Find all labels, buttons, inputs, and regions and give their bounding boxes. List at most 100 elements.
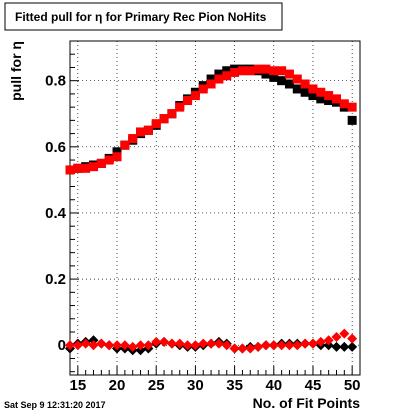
- square-marker: [316, 94, 326, 104]
- diamond-marker: [339, 341, 350, 352]
- x-tick-label: 45: [305, 377, 322, 394]
- diamond-marker: [268, 340, 279, 351]
- square-marker: [143, 125, 153, 135]
- square-marker: [128, 134, 138, 144]
- square-marker: [222, 66, 232, 76]
- chart-title: Fitted pull for η for Primary Rec Pion N…: [15, 10, 267, 24]
- square-marker: [206, 79, 216, 89]
- square-marker: [292, 84, 302, 94]
- square-marker: [284, 69, 294, 79]
- diamond-marker: [88, 340, 99, 351]
- square-marker: [245, 66, 255, 76]
- diamond-marker: [198, 338, 209, 349]
- diamond-marker: [166, 338, 177, 349]
- square-marker: [261, 64, 271, 74]
- diamond-marker: [245, 343, 256, 354]
- square-marker: [151, 119, 161, 129]
- y-tick-label: 0.2: [45, 271, 66, 288]
- y-tick-label: 0: [58, 337, 66, 354]
- diamond-marker: [135, 340, 146, 351]
- square-marker: [230, 67, 240, 77]
- diamond-marker: [347, 333, 358, 344]
- x-axis-title: No. of Fit Points: [253, 395, 361, 411]
- square-marker: [198, 84, 208, 94]
- x-tick-label: 30: [187, 377, 204, 394]
- diamond-marker: [331, 341, 342, 352]
- x-tick-label: 50: [344, 377, 361, 394]
- square-marker: [331, 94, 341, 104]
- diamond-marker: [119, 340, 130, 351]
- x-tick-label: 15: [69, 377, 86, 394]
- square-marker: [253, 64, 263, 74]
- series-1: [65, 64, 357, 175]
- square-marker: [261, 69, 271, 79]
- square-marker: [112, 152, 122, 162]
- diamond-marker: [292, 340, 303, 351]
- diamond-marker: [284, 340, 295, 351]
- diamond-marker: [339, 328, 350, 339]
- square-marker: [324, 91, 334, 101]
- square-marker: [277, 76, 287, 86]
- x-tick-label: 25: [148, 377, 165, 394]
- square-marker: [292, 74, 302, 84]
- diamond-marker: [190, 340, 201, 351]
- diamond-marker: [276, 340, 287, 351]
- square-marker: [277, 66, 287, 76]
- square-marker: [269, 66, 279, 76]
- data-markers: [65, 64, 358, 356]
- square-marker: [112, 147, 122, 157]
- timestamp: Sat Sep 9 12:31:20 2017: [4, 400, 106, 410]
- square-marker: [89, 162, 99, 172]
- square-marker: [104, 155, 114, 165]
- title-box: [4, 2, 283, 31]
- diamond-marker: [331, 331, 342, 342]
- x-tick-label: 35: [226, 377, 243, 394]
- diamond-marker: [174, 338, 185, 349]
- square-marker: [167, 109, 177, 119]
- square-marker: [300, 79, 310, 89]
- square-marker: [284, 79, 294, 89]
- diamond-marker: [315, 336, 326, 347]
- square-marker: [214, 69, 224, 79]
- square-marker: [316, 87, 326, 97]
- diamond-marker: [80, 338, 91, 349]
- square-marker: [159, 114, 169, 124]
- square-marker: [300, 87, 310, 97]
- axis-ticks: [69, 40, 361, 375]
- square-marker: [73, 163, 83, 173]
- square-marker: [308, 84, 318, 94]
- square-marker: [190, 91, 200, 101]
- diamond-marker: [307, 338, 318, 349]
- diamond-marker: [229, 343, 240, 354]
- square-marker: [81, 163, 91, 173]
- diamond-marker: [72, 340, 83, 351]
- diamond-marker: [127, 341, 138, 352]
- square-marker: [339, 99, 349, 109]
- diamond-marker: [323, 335, 334, 346]
- square-marker: [347, 115, 357, 125]
- diamond-marker: [143, 340, 154, 351]
- square-marker: [175, 102, 185, 112]
- diamond-marker: [300, 338, 311, 349]
- square-marker: [237, 66, 247, 76]
- tick-labels: 15 20 25 30 35 40 45 50 0 0.2 0.4 0.6 0.8: [45, 73, 360, 394]
- y-tick-label: 0.8: [45, 73, 66, 90]
- diamond-marker: [213, 338, 224, 349]
- diamond-marker: [65, 340, 75, 351]
- diamond-marker: [104, 340, 115, 351]
- x-tick-label: 20: [109, 377, 126, 394]
- diamond-marker: [151, 336, 162, 347]
- square-marker: [96, 158, 106, 168]
- square-marker: [347, 102, 357, 112]
- square-marker: [214, 74, 224, 84]
- diamond-marker: [159, 336, 170, 347]
- x-tick-label: 40: [265, 377, 282, 394]
- diamond-marker: [96, 338, 107, 349]
- diamond-marker: [260, 340, 271, 351]
- diamond-marker: [182, 340, 193, 351]
- square-marker: [136, 127, 146, 137]
- square-marker: [120, 140, 130, 150]
- square-marker: [324, 96, 334, 106]
- y-axis-title: pull for η: [8, 41, 24, 101]
